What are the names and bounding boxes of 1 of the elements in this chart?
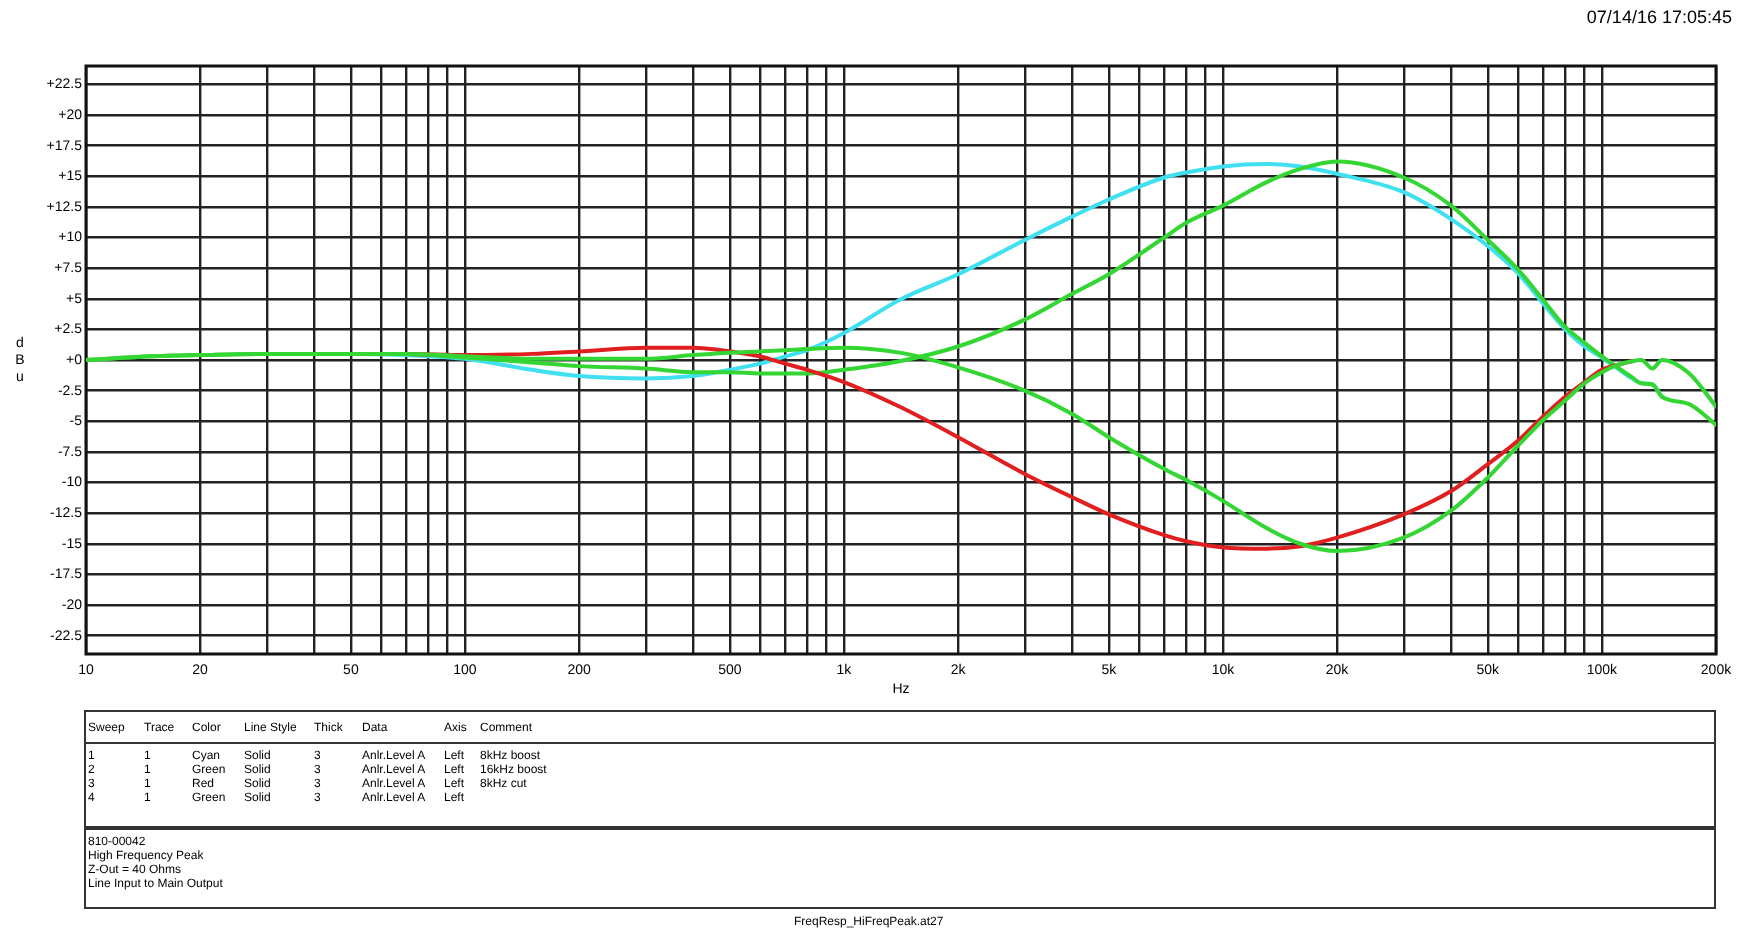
text: 07/14/16 17:05:45 [1586, 6, 1732, 27]
